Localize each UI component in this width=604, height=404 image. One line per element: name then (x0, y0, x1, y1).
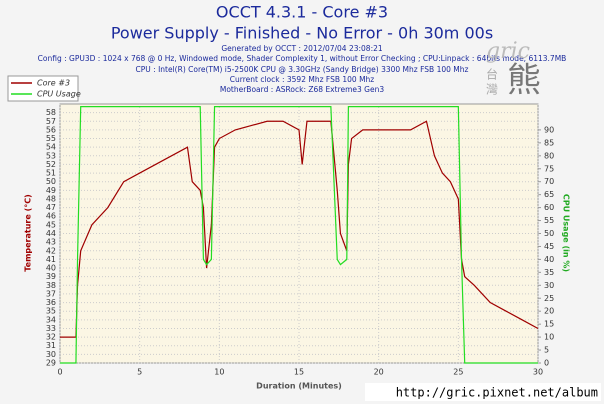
y-tick-label: 55 (46, 134, 56, 143)
y-tick-label: 32 (46, 333, 56, 342)
y2-tick-label: 40 (544, 255, 554, 264)
y-tick-label: 40 (46, 264, 56, 273)
url-box (365, 383, 601, 401)
y2-tick-label: 80 (544, 151, 554, 160)
y-tick-label: 30 (46, 350, 56, 359)
y-tick-label: 50 (46, 177, 56, 186)
y2-tick-label: 85 (544, 138, 554, 147)
y2-tick-label: 60 (544, 203, 554, 212)
x-tick-label: 10 (214, 368, 224, 377)
watermark: gric (486, 39, 530, 64)
x-tick-label: 0 (57, 368, 62, 377)
y-tick-label: 34 (46, 315, 56, 324)
y2-tick-label: 15 (544, 320, 554, 329)
watermark: 熊 (507, 61, 541, 101)
y-tick-label: 39 (46, 272, 56, 281)
legend-label: CPU Usage (37, 90, 81, 99)
y-tick-label: 58 (46, 108, 56, 117)
series-line (60, 120, 539, 338)
y-tick-label: 49 (46, 186, 56, 195)
x-tick-label: 15 (294, 368, 304, 377)
y2-tick-label: 20 (544, 307, 554, 316)
y2-tick-label: 55 (544, 216, 554, 225)
y-tick-label: 48 (46, 194, 56, 203)
y2-tick-label: 0 (544, 359, 549, 368)
y-tick-label: 47 (46, 203, 56, 212)
y-tick-label: 38 (46, 281, 56, 290)
y-tick-label: 56 (46, 125, 56, 134)
y-tick-label: 37 (46, 289, 56, 298)
y-tick-label: 46 (46, 212, 56, 221)
y2-tick-label: 75 (544, 164, 554, 173)
y-tick-label: 51 (46, 169, 56, 178)
y2-tick-label: 30 (544, 281, 554, 290)
legend-label: Core #3 (37, 79, 70, 88)
x-tick-label: 5 (137, 368, 142, 377)
y2-axis-label: CPU Usage (in %) (562, 194, 571, 272)
url: http://gric.pixnet.net/album (396, 386, 598, 400)
y-tick-label: 41 (46, 255, 56, 264)
watermark: 灣 (486, 83, 498, 97)
info-line: MotherBoard : ASRock: Z68 Extreme3 Gen3 (220, 85, 384, 94)
y-tick-label: 52 (46, 160, 56, 169)
y-tick-label: 42 (46, 246, 56, 255)
x-axis-label: Duration (Minutes) (256, 382, 342, 391)
x-tick-label: 30 (533, 368, 543, 377)
series-line (60, 105, 538, 364)
y2-tick-label: 25 (544, 294, 554, 303)
x-tick-label: 20 (374, 368, 384, 377)
y2-tick-label: 50 (544, 229, 554, 238)
watermark: 台 (486, 67, 498, 82)
y2-tick-label: 65 (544, 190, 554, 199)
info-line: Generated by OCCT : 2012/07/04 23:08:21 (221, 44, 383, 53)
y2-tick-label: 5 (544, 346, 549, 355)
info-line: Current clock : 3592 Mhz FSB 100 Mhz (230, 75, 375, 84)
y-tick-label: 36 (46, 298, 56, 307)
y2-tick-label: 90 (544, 125, 554, 134)
y2-tick-label: 35 (544, 268, 554, 277)
y-axis-label: Temperature (°C) (24, 194, 33, 272)
y-tick-label: 43 (46, 238, 56, 247)
y-tick-label: 33 (46, 324, 56, 333)
y-tick-label: 45 (46, 220, 56, 229)
x-tick-label: 25 (453, 368, 463, 377)
y-tick-label: 29 (46, 359, 56, 368)
y-tick-label: 44 (46, 229, 56, 238)
chart-title: OCCT 4.3.1 - Core #3 (216, 3, 388, 22)
legend (7, 75, 79, 102)
info-line: Config : GPU3D : 1024 x 768 @ 0 Hz, Wind… (38, 54, 567, 63)
y-tick-label: 35 (46, 307, 56, 316)
y-tick-label: 57 (46, 117, 56, 126)
y2-tick-label: 70 (544, 177, 554, 186)
y2-tick-label: 45 (544, 242, 554, 251)
chart-subtitle: Power Supply - Finished - No Error - 0h … (111, 24, 493, 43)
y-tick-label: 54 (46, 143, 56, 152)
y2-tick-label: 10 (544, 333, 554, 342)
info-line: CPU : Intel(R) Core(TM) i5-2500K CPU @ 3… (136, 65, 469, 74)
y-tick-label: 53 (46, 151, 56, 160)
y-tick-label: 31 (46, 341, 56, 350)
